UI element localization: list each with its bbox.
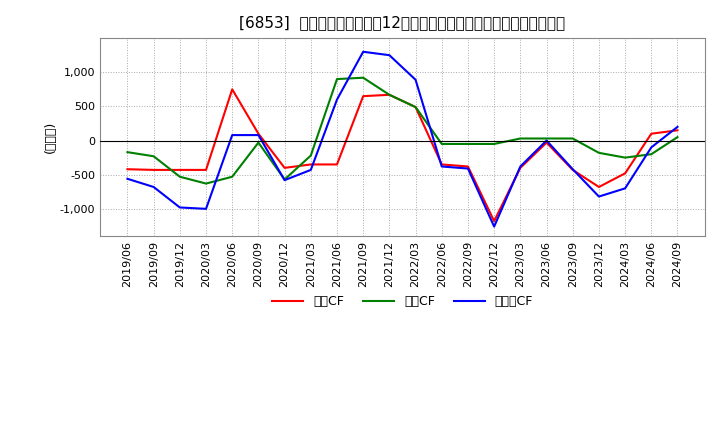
フリーCF: [202, 206, 210, 212]
フリーCF: [176, 205, 184, 210]
フリーCF: [307, 167, 315, 172]
フリーCF: [490, 224, 498, 229]
フリーCF: [542, 138, 551, 143]
営業CF: [385, 92, 394, 97]
投資CF: [228, 174, 237, 180]
営業CF: [123, 167, 132, 172]
投資CF: [385, 92, 394, 97]
営業CF: [595, 184, 603, 190]
営業CF: [254, 131, 263, 136]
フリーCF: [411, 77, 420, 82]
投資CF: [542, 136, 551, 141]
投資CF: [411, 104, 420, 110]
フリーCF: [280, 177, 289, 183]
投資CF: [673, 135, 682, 140]
Y-axis label: (百万円): (百万円): [44, 121, 57, 153]
投資CF: [568, 136, 577, 141]
投資CF: [621, 155, 629, 160]
営業CF: [176, 167, 184, 172]
投資CF: [595, 150, 603, 155]
営業CF: [228, 87, 237, 92]
フリーCF: [595, 194, 603, 199]
フリーCF: [228, 132, 237, 138]
営業CF: [464, 164, 472, 169]
投資CF: [647, 151, 656, 157]
営業CF: [280, 165, 289, 171]
投資CF: [123, 150, 132, 155]
フリーCF: [333, 97, 341, 102]
営業CF: [411, 104, 420, 110]
投資CF: [333, 77, 341, 82]
営業CF: [542, 140, 551, 145]
営業CF: [621, 171, 629, 176]
フリーCF: [647, 145, 656, 150]
営業CF: [516, 165, 525, 171]
営業CF: [568, 167, 577, 172]
フリーCF: [254, 132, 263, 138]
投資CF: [516, 136, 525, 141]
投資CF: [359, 75, 367, 81]
営業CF: [438, 162, 446, 167]
フリーCF: [385, 52, 394, 58]
投資CF: [254, 140, 263, 145]
フリーCF: [149, 184, 158, 190]
フリーCF: [673, 124, 682, 129]
投資CF: [280, 177, 289, 182]
フリーCF: [621, 186, 629, 191]
フリーCF: [438, 164, 446, 169]
投資CF: [464, 141, 472, 147]
投資CF: [490, 141, 498, 147]
フリーCF: [568, 167, 577, 172]
Line: 投資CF: 投資CF: [127, 78, 678, 183]
Line: フリーCF: フリーCF: [127, 52, 678, 227]
営業CF: [647, 131, 656, 136]
Title: [6853]  キャッシュフローの12か月移動合計の対前年同期増減額の推移: [6853] キャッシュフローの12か月移動合計の対前年同期増減額の推移: [240, 15, 565, 30]
営業CF: [307, 162, 315, 167]
Legend: 営業CF, 投資CF, フリーCF: 営業CF, 投資CF, フリーCF: [267, 290, 538, 313]
営業CF: [673, 128, 682, 133]
投資CF: [149, 154, 158, 159]
投資CF: [202, 181, 210, 186]
フリーCF: [359, 49, 367, 55]
投資CF: [438, 141, 446, 147]
投資CF: [307, 153, 315, 158]
営業CF: [490, 219, 498, 224]
営業CF: [202, 167, 210, 172]
営業CF: [333, 162, 341, 167]
投資CF: [176, 174, 184, 180]
フリーCF: [123, 176, 132, 181]
フリーCF: [464, 166, 472, 171]
営業CF: [359, 94, 367, 99]
営業CF: [149, 167, 158, 172]
Line: 営業CF: 営業CF: [127, 89, 678, 221]
フリーCF: [516, 164, 525, 169]
